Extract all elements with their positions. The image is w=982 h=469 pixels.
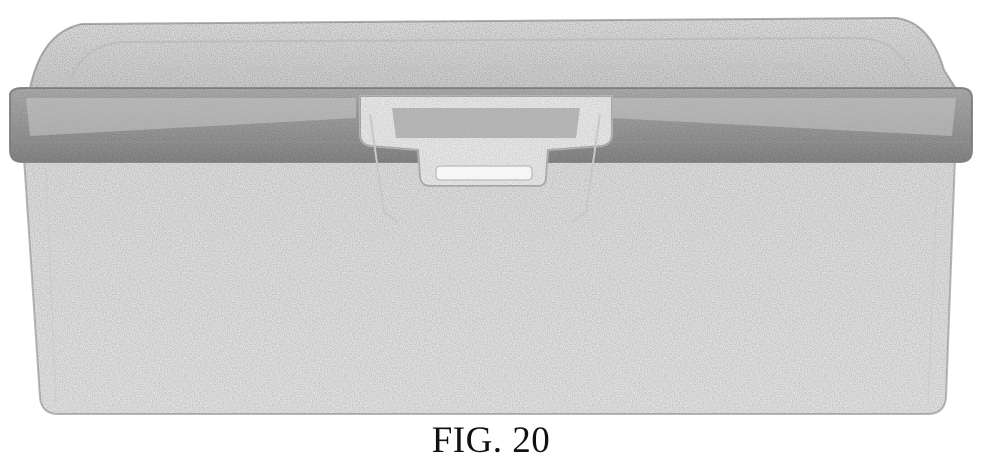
lid-top: [14, 18, 958, 92]
box-body: [24, 158, 955, 414]
figure-caption: FIG. 20: [0, 418, 982, 464]
storage-box-drawing: [0, 0, 982, 430]
